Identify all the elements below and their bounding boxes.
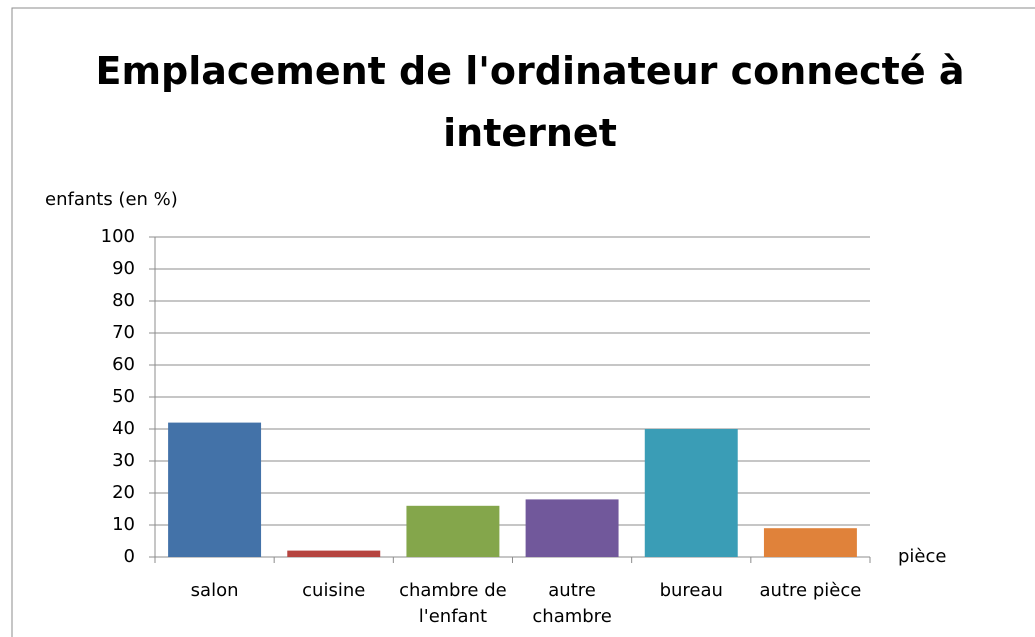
y-tick-label: 100 (101, 226, 135, 247)
y-tick-label: 60 (112, 354, 135, 375)
bar (406, 505, 500, 557)
x-tick-label: autre pièce (759, 580, 862, 601)
x-tick-label: cuisine (302, 580, 366, 601)
y-tick-label: 10 (112, 514, 135, 535)
y-tick-label: 0 (124, 546, 135, 567)
x-tick-label: salon (190, 580, 239, 601)
bar (763, 528, 857, 557)
y-tick-label: 50 (112, 386, 135, 407)
bar (525, 499, 619, 557)
y-tick-label: 30 (112, 450, 135, 471)
y-tick-label: 90 (112, 258, 135, 279)
y-tick-label: 20 (112, 482, 135, 503)
y-tick-label: 40 (112, 418, 135, 439)
chart-title: Emplacement de l'ordinateur connecté à i… (95, 49, 965, 155)
bar (168, 422, 262, 557)
bar (644, 429, 738, 557)
y-axis-label: enfants (en %) (45, 189, 178, 210)
y-tick-label: 70 (112, 322, 135, 343)
y-tick-label: 80 (112, 290, 135, 311)
bar (287, 550, 381, 557)
chart-border (11, 7, 1035, 637)
x-tick-label: bureau (659, 580, 723, 601)
x-tick-label: autre chambre (532, 580, 612, 627)
x-axis-label: pièce (898, 546, 946, 567)
x-tick-label: chambre de l'enfant (399, 580, 507, 627)
